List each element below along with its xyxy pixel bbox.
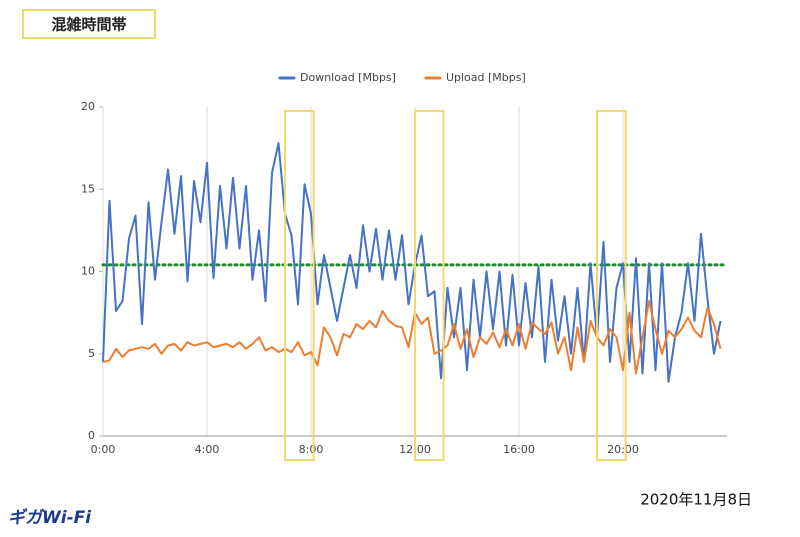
legend-label: Upload [Mbps] bbox=[446, 71, 526, 84]
y-tick-label: 0 bbox=[88, 429, 95, 442]
legend-label: Download [Mbps] bbox=[300, 71, 396, 84]
series-line bbox=[102, 300, 722, 375]
chart: 0:00 4:00 8:00 12:00 16:00 20:0005101520Downl… bbox=[81, 71, 729, 461]
highlight-box bbox=[596, 110, 627, 461]
x-tick-label: 4:00 bbox=[195, 443, 220, 456]
title-box bbox=[22, 9, 156, 39]
page-title: 混雑時間帯 bbox=[51, 16, 126, 34]
x-tick-label: 20:00 bbox=[607, 443, 639, 456]
highlight-box bbox=[414, 110, 445, 461]
x-tick-label: 16:00 bbox=[503, 443, 535, 456]
x-tick-label: 0:00 bbox=[91, 443, 116, 456]
x-tick-label: 8:00 bbox=[299, 443, 324, 456]
logo: ギガWi-Fi bbox=[8, 508, 92, 528]
y-tick-label: 10 bbox=[81, 265, 95, 278]
series-line bbox=[102, 142, 722, 383]
y-tick-label: 5 bbox=[88, 347, 95, 360]
date: 2020年11月8日 bbox=[640, 491, 752, 509]
highlight-box bbox=[284, 110, 315, 461]
y-tick-label: 15 bbox=[81, 182, 95, 195]
y-tick-label: 20 bbox=[81, 100, 95, 113]
